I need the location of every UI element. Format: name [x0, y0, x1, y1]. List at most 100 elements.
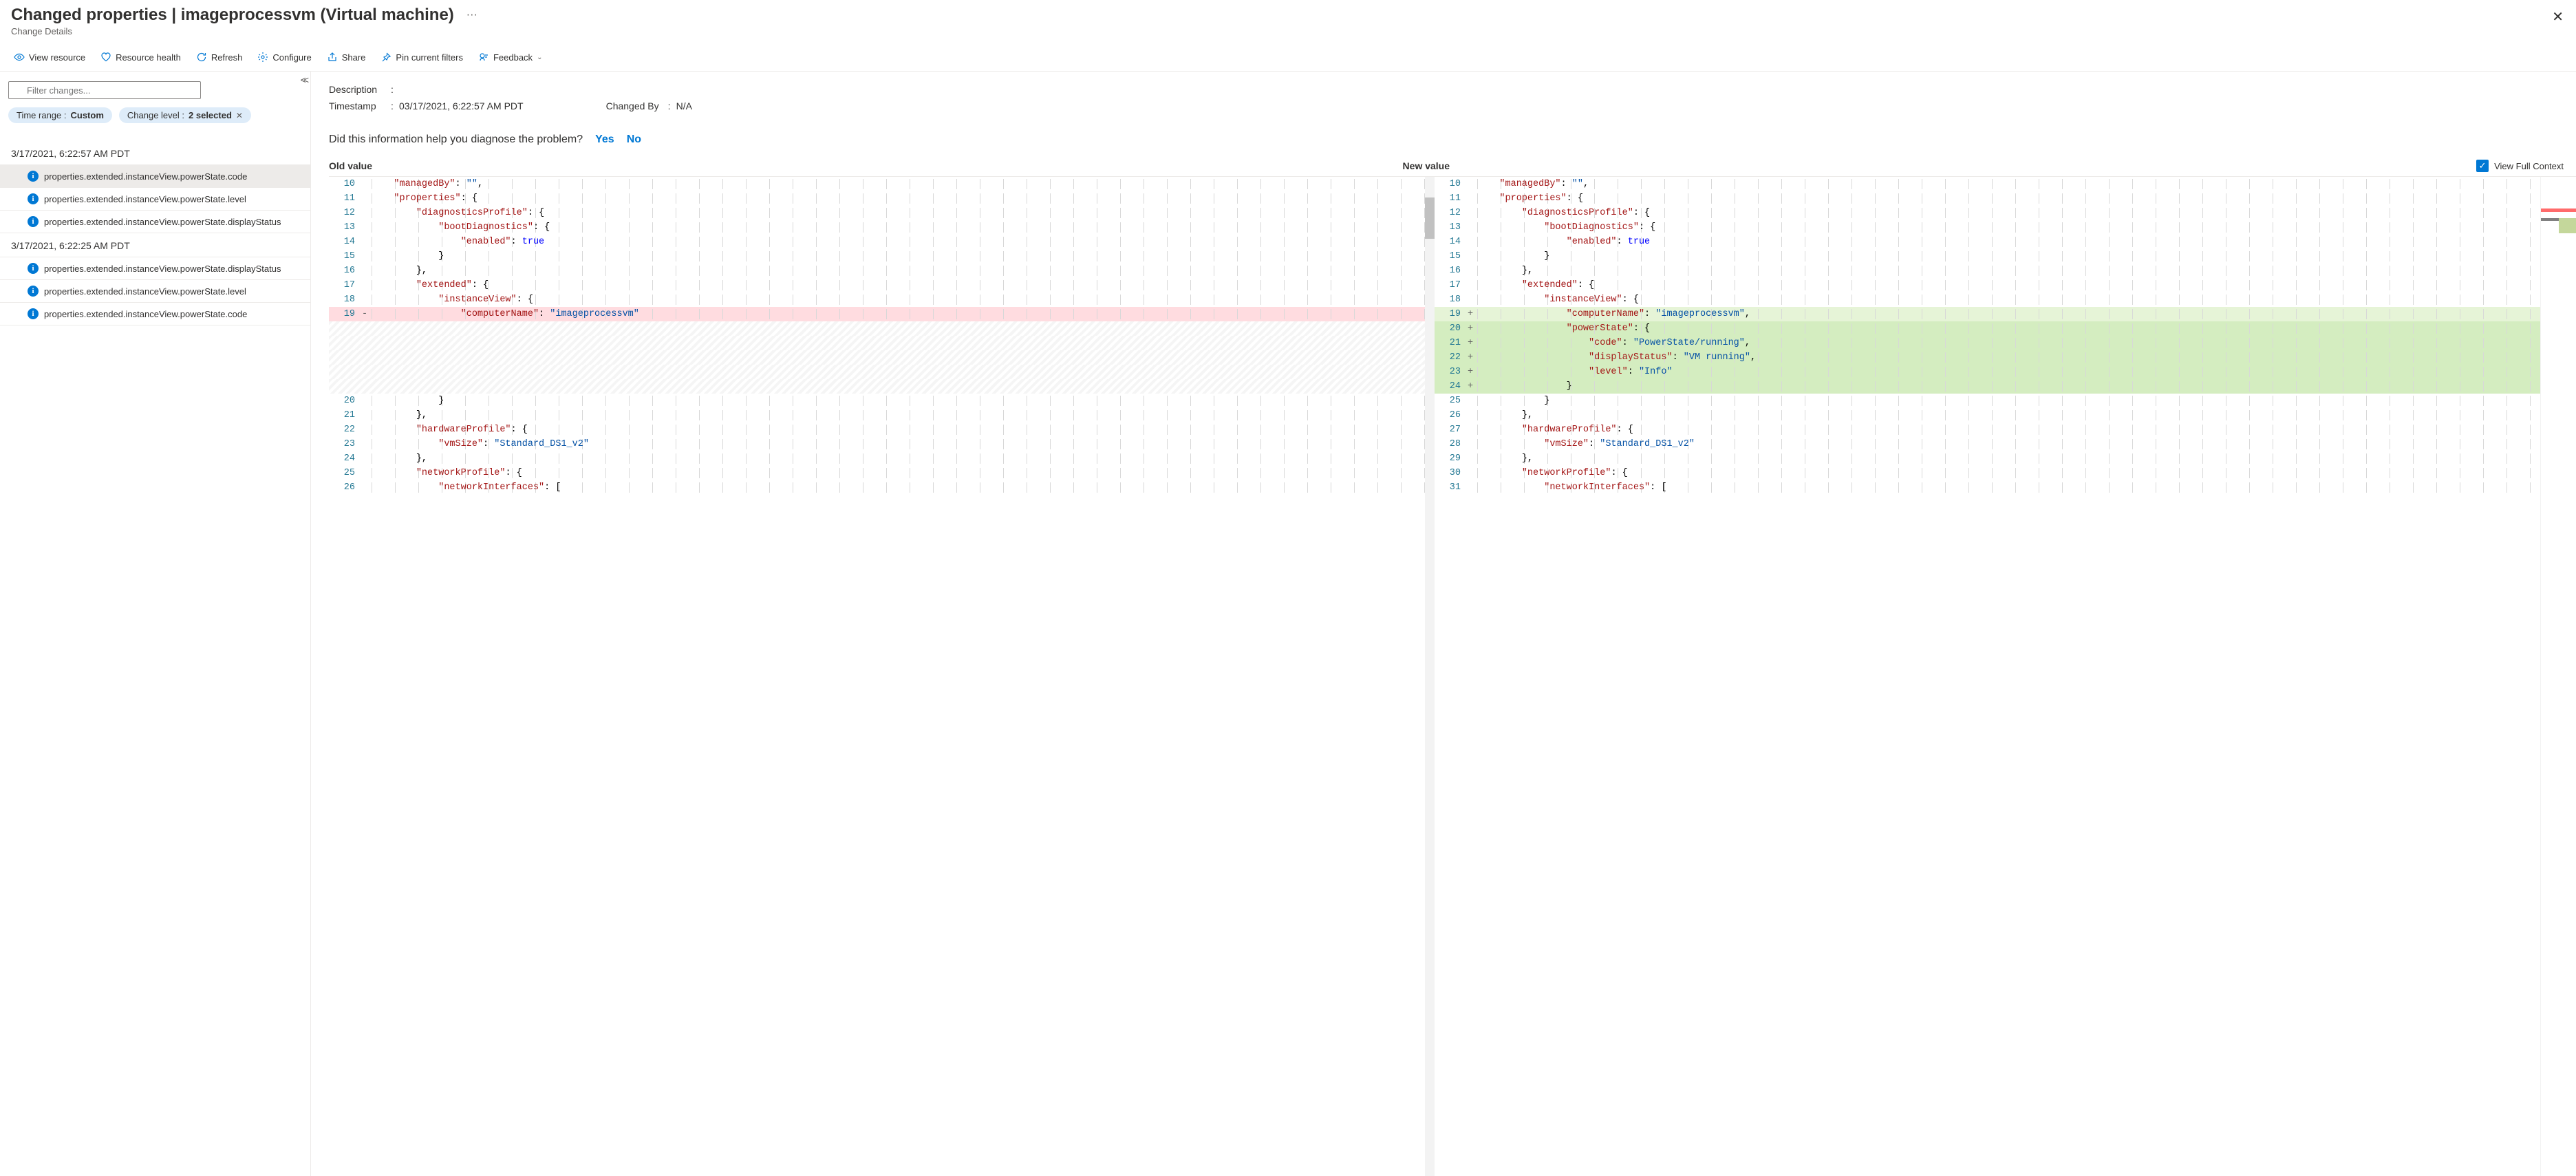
description-label: Description	[329, 84, 391, 95]
time-range-value: Custom	[71, 110, 104, 120]
collapse-panel-button[interactable]: <<	[301, 74, 306, 85]
property-row[interactable]: iproperties.extended.instanceView.powerS…	[0, 257, 310, 280]
time-range-pill[interactable]: Time range : Custom	[8, 107, 112, 123]
filter-changes-input[interactable]	[8, 81, 201, 99]
property-path: properties.extended.instanceView.powerSt…	[44, 309, 247, 319]
time-range-label: Time range :	[17, 110, 67, 120]
close-button[interactable]: ✕	[2552, 8, 2564, 25]
code-line: 22+ "displayStatus": "VM running",	[1435, 350, 2540, 365]
code-line: 30 "networkProfile": {	[1435, 466, 2540, 480]
property-path: properties.extended.instanceView.powerSt…	[44, 217, 281, 227]
code-line: 10 "managedBy": "",	[329, 177, 1435, 191]
code-line: 26 },	[1435, 408, 2540, 423]
old-value-header: Old value	[329, 160, 1403, 171]
configure-button[interactable]: Configure	[255, 50, 314, 64]
page-subtitle: Change Details	[11, 26, 2565, 36]
code-line: 13 "bootDiagnostics": {	[329, 220, 1435, 235]
more-menu[interactable]: ···	[461, 9, 483, 21]
property-path: properties.extended.instanceView.powerSt…	[44, 194, 246, 204]
code-line: 25 }	[1435, 394, 2540, 408]
new-value-pane[interactable]: 10 "managedBy": "",11 "properties": {12 …	[1435, 177, 2540, 1176]
code-line: 23 "vmSize": "Standard_DS1_v2"	[329, 437, 1435, 451]
code-line: 17 "extended": {	[1435, 278, 2540, 292]
view-full-context-checkbox[interactable]: ✓	[2476, 160, 2489, 172]
code-line: 18 "instanceView": {	[329, 292, 1435, 307]
diff-placeholder-line	[329, 350, 1435, 365]
property-row[interactable]: i properties.extended.instanceView.powerS…	[0, 188, 310, 211]
refresh-icon	[196, 52, 207, 63]
view-resource-button[interactable]: View resource	[11, 50, 88, 64]
property-row[interactable]: iproperties.extended.instanceView.powerS…	[0, 280, 310, 303]
diagnose-question: Did this information help you diagnose t…	[329, 133, 583, 146]
resource-health-button[interactable]: Resource health	[98, 50, 184, 64]
info-icon: i	[28, 216, 39, 227]
timestamp-header: 3/17/2021, 6:22:25 AM PDT	[0, 233, 310, 257]
changedby-value: N/A	[676, 100, 692, 111]
property-row[interactable]: iproperties.extended.instanceView.powerS…	[0, 165, 310, 188]
code-line: 19+ "computerName": "imageprocessvm",	[1435, 307, 2540, 321]
pin-button[interactable]: Pin current filters	[378, 50, 466, 64]
refresh-button[interactable]: Refresh	[193, 50, 246, 64]
code-line: 24 },	[329, 451, 1435, 466]
diagnose-no-link[interactable]: No	[627, 133, 641, 146]
code-line: 19- "computerName": "imageprocessvm"	[329, 307, 1435, 321]
change-level-label: Change level :	[127, 110, 184, 120]
code-line: 29 },	[1435, 451, 2540, 466]
share-label: Share	[342, 52, 366, 63]
resource-health-label: Resource health	[116, 52, 181, 63]
page-header: Changed properties | imageprocessvm (Vir…	[0, 0, 2576, 46]
code-line: 21+ "code": "PowerState/running",	[1435, 336, 2540, 350]
code-line: 16 },	[1435, 264, 2540, 278]
share-button[interactable]: Share	[324, 50, 369, 64]
info-icon: i	[28, 263, 39, 274]
pin-icon	[380, 52, 391, 63]
clear-change-level-icon[interactable]: ✕	[236, 111, 243, 120]
feedback-icon	[478, 52, 489, 63]
code-line: 14 "enabled": true	[329, 235, 1435, 249]
page-title: Changed properties | imageprocessvm (Vir…	[11, 6, 454, 25]
feedback-button[interactable]: Feedback ⌄	[475, 50, 545, 64]
right-panel: Description : Timestamp : 03/17/2021, 6:…	[311, 72, 2576, 1176]
code-line: 15 }	[329, 249, 1435, 264]
change-list: 3/17/2021, 6:22:57 AM PDT i properties.ext…	[0, 141, 310, 325]
property-row[interactable]: i properties.extended.instanceView.powerS…	[0, 211, 310, 233]
code-line: 16 },	[329, 264, 1435, 278]
pin-label: Pin current filters	[396, 52, 463, 63]
minimap[interactable]	[2540, 177, 2576, 1176]
eye-icon	[14, 52, 25, 63]
code-line: 17 "extended": {	[329, 278, 1435, 292]
diff-placeholder-line	[329, 336, 1435, 350]
old-value-pane[interactable]: 10 "managedBy": "",11 "properties": {12 …	[329, 177, 1435, 1176]
view-resource-label: View resource	[29, 52, 85, 63]
code-line: 10 "managedBy": "",	[1435, 177, 2540, 191]
code-line: 28 "vmSize": "Standard_DS1_v2"	[1435, 437, 2540, 451]
change-level-pill[interactable]: Change level : 2 selected ✕	[119, 107, 251, 123]
code-line: 18 "instanceView": {	[1435, 292, 2540, 307]
left-panel: << Time range : Custom Change level : 2 …	[0, 72, 311, 1176]
diagnose-yes-link[interactable]: Yes	[595, 133, 614, 146]
old-pane-scrollbar[interactable]	[1425, 177, 1435, 1176]
code-line: 13 "bootDiagnostics": {	[1435, 220, 2540, 235]
diff-placeholder-line	[329, 379, 1435, 394]
heart-icon	[100, 52, 111, 63]
code-line: 27 "hardwareProfile": {	[1435, 423, 2540, 437]
new-value-header: New value	[1403, 160, 2477, 171]
property-row[interactable]: iproperties.extended.instanceView.powerS…	[0, 303, 310, 325]
code-line: 24+ }	[1435, 379, 2540, 394]
property-path: properties.extended.instanceView.powerSt…	[44, 171, 247, 182]
code-line: 11 "properties": {	[329, 191, 1435, 206]
code-line: 26 "networkInterfaces": [	[329, 480, 1435, 495]
refresh-label: Refresh	[211, 52, 243, 63]
code-line: 22 "hardwareProfile": {	[329, 423, 1435, 437]
gear-icon	[257, 52, 268, 63]
code-line: 25 "networkProfile": {	[329, 466, 1435, 480]
timestamp-header: 3/17/2021, 6:22:57 AM PDT	[0, 141, 310, 165]
info-icon: i	[28, 193, 39, 204]
code-line: 31 "networkInterfaces": [	[1435, 480, 2540, 495]
diff-placeholder-line	[329, 321, 1435, 336]
code-line: 12 "diagnosticsProfile": {	[1435, 206, 2540, 220]
code-line: 12 "diagnosticsProfile": {	[329, 206, 1435, 220]
share-icon	[327, 52, 338, 63]
property-path: properties.extended.instanceView.powerSt…	[44, 286, 246, 297]
code-line: 15 }	[1435, 249, 2540, 264]
